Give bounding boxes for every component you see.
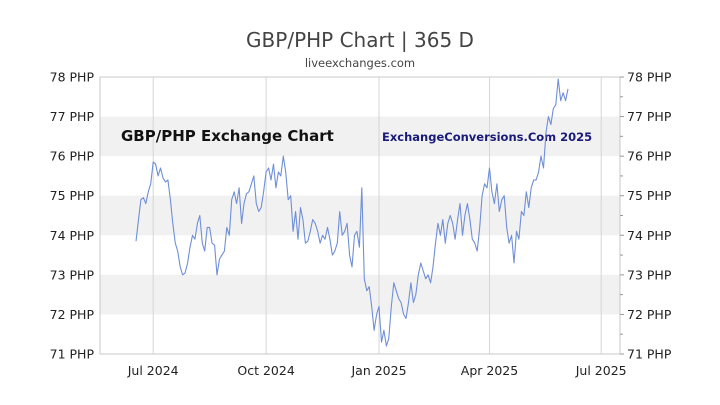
y-tick-label-left: 76 PHP — [50, 149, 95, 164]
band-72-73 — [100, 274, 620, 315]
y-tick-label-right: 72 PHP — [627, 307, 672, 322]
y-tick-label-left: 78 PHP — [50, 70, 95, 85]
y-axis-left: 71 PHP 72 PHP 73 PHP 74 PHP 75 PHP 76 PHP 77 P… — [50, 70, 95, 362]
chart-title: GBP/PHP Chart | 365 D — [246, 28, 474, 52]
y-tick-label-right: 75 PHP — [627, 188, 672, 203]
y-tick-label-left: 77 PHP — [50, 109, 95, 124]
y-tick-label-right: 71 PHP — [627, 347, 672, 362]
x-tick-label: Jan 2025 — [350, 363, 406, 378]
background-bands — [100, 116, 620, 315]
y-tick-label-left: 72 PHP — [50, 307, 95, 322]
y-tick-label-right: 77 PHP — [627, 109, 672, 124]
x-tick-label: Apr 2025 — [461, 363, 518, 378]
y-tick-label-right: 74 PHP — [627, 228, 672, 243]
band-76-77 — [100, 116, 620, 157]
y-tick-label-left: 74 PHP — [50, 228, 95, 243]
inner-brand-label: ExchangeConversions.Com 2025 — [382, 130, 592, 144]
x-axis: Jul 2024 Oct 2024 Jan 2025 Apr 2025 Jul 2025 — [127, 363, 627, 378]
x-tick-label: Oct 2024 — [237, 363, 294, 378]
x-tick-label: Jul 2024 — [127, 363, 179, 378]
y-tick-label-right: 78 PHP — [627, 70, 672, 85]
inner-chart-title: GBP/PHP Exchange Chart — [121, 127, 334, 145]
chart-subtitle: liveexchanges.com — [305, 56, 415, 70]
x-tick-label: Jul 2025 — [575, 363, 627, 378]
series-line-gbp-php — [135, 78, 569, 347]
y-tick-label-left: 71 PHP — [50, 347, 95, 362]
y-axis-right: 71 PHP 72 PHP 73 PHP 74 PHP 75 PHP 76 PHP 77 P… — [620, 70, 672, 362]
y-tick-label-left: 75 PHP — [50, 188, 95, 203]
y-tick-label-left: 73 PHP — [50, 267, 95, 282]
y-tick-label-right: 73 PHP — [627, 267, 672, 282]
y-tick-label-right: 76 PHP — [627, 149, 672, 164]
